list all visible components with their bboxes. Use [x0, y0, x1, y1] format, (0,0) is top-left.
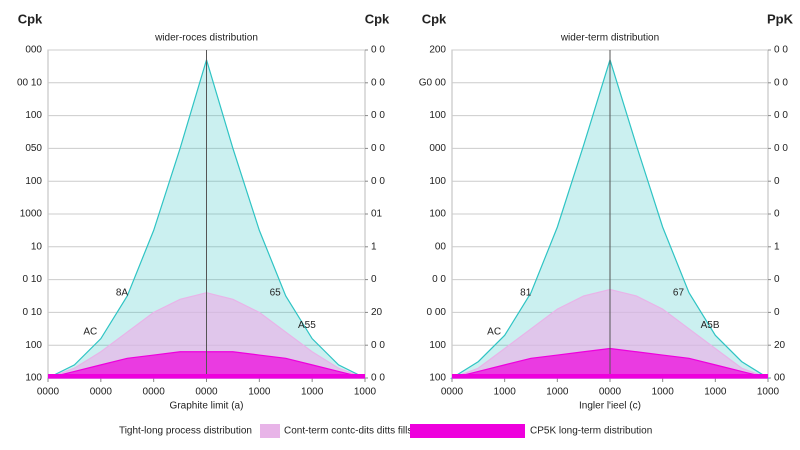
corner-label: Cpk — [422, 11, 447, 26]
legend-label: Tight-long process distribution — [119, 426, 252, 437]
x-tick-label: 1000 — [704, 387, 727, 398]
y-tick-label: 100 — [429, 176, 446, 187]
y2-tick-label: 00 — [774, 373, 786, 384]
x-tick-label: 0000 — [599, 387, 622, 398]
corner-label: Cpk — [18, 11, 43, 26]
y-tick-label: G0 00 — [419, 77, 447, 88]
annotation: 65 — [270, 287, 282, 298]
y-tick-label: 050 — [25, 143, 42, 154]
y-tick-label: 100 — [25, 340, 42, 351]
y2-tick-label: 0 0 — [371, 45, 385, 56]
y2-tick-label: 20 — [774, 340, 786, 351]
x-tick-label: 1000 — [546, 387, 569, 398]
y-tick-label: 10 — [31, 241, 43, 252]
y-tick-label: 100 — [25, 110, 42, 121]
chart-title: wider-roces distribution — [154, 33, 258, 44]
y2-tick-label: 0 0 — [371, 373, 385, 384]
x-tick-label: 1000 — [652, 387, 675, 398]
y-tick-label: 200 — [429, 45, 446, 56]
annotation: AC — [83, 327, 97, 338]
y2-tick-label: 1 — [371, 241, 377, 252]
y2-tick-label: 20 — [371, 307, 383, 318]
y2-tick-label: 0 — [774, 209, 780, 220]
x-tick-label: 0000 — [195, 387, 218, 398]
y2-tick-label: 0 0 — [371, 77, 385, 88]
y-tick-label: 00 10 — [17, 77, 42, 88]
y2-tick-label: 0 0 — [774, 143, 788, 154]
y-tick-label: 000 — [25, 45, 42, 56]
x-axis-label: Graphite limit (a) — [170, 401, 244, 412]
y2-tick-label: 1 — [774, 241, 780, 252]
legend-swatch — [260, 424, 280, 438]
annotation: 8A — [116, 287, 129, 298]
annotation: 67 — [673, 287, 685, 298]
y-tick-label: 000 — [429, 143, 446, 154]
y-tick-label: 100 — [429, 110, 446, 121]
y-tick-label: 1000 — [20, 209, 43, 220]
y-tick-label: 0 00 — [427, 307, 447, 318]
y2-tick-label: 0 0 — [774, 110, 788, 121]
x-tick-label: 1000 — [494, 387, 517, 398]
y-tick-label: 0 10 — [23, 307, 43, 318]
legend-label: CP5K long-term distribution — [530, 426, 652, 437]
y2-tick-label: 01 — [371, 209, 383, 220]
y2-tick-label: 0 0 — [371, 143, 385, 154]
x-tick-label: 0000 — [143, 387, 166, 398]
annotation: AC — [487, 327, 501, 338]
x-tick-label: 1000 — [248, 387, 271, 398]
y2-tick-label: 0 — [774, 176, 780, 187]
legend-swatch — [410, 424, 525, 438]
y2-tick-label: 0 — [774, 307, 780, 318]
annotation: A55 — [298, 320, 316, 331]
corner-label: PpK — [767, 11, 794, 26]
y2-tick-label: 0 — [774, 274, 780, 285]
x-axis-label: Ingler l'ieel (c) — [579, 401, 641, 412]
y2-tick-label: 0 0 — [774, 77, 788, 88]
y2-tick-label: 0 — [371, 274, 377, 285]
annotation: A5B — [701, 320, 720, 331]
chart-title: wider-term distribution — [560, 33, 659, 44]
annotation: 81 — [520, 287, 532, 298]
y2-tick-label: 0 0 — [774, 45, 788, 56]
x-tick-label: 1000 — [301, 387, 324, 398]
y-tick-label: 100 — [429, 340, 446, 351]
y-tick-label: 100 — [25, 176, 42, 187]
y-tick-label: 00 — [435, 241, 447, 252]
y2-tick-label: 0 0 — [371, 176, 385, 187]
y-tick-label: 0 0 — [432, 274, 446, 285]
x-tick-label: 0000 — [90, 387, 113, 398]
y2-tick-label: 0 0 — [371, 110, 385, 121]
y-tick-label: 100 — [429, 209, 446, 220]
legend-label: Cont-term contc-dits ditts fills — [284, 426, 412, 437]
y2-tick-label: 0 0 — [371, 340, 385, 351]
y-tick-label: 100 — [429, 373, 446, 384]
x-tick-label: 0000 — [441, 387, 464, 398]
y-tick-label: 100 — [25, 373, 42, 384]
y-tick-label: 0 10 — [23, 274, 43, 285]
corner-label: Cpk — [365, 11, 390, 26]
x-tick-label: 0000 — [37, 387, 60, 398]
x-tick-label: 1000 — [757, 387, 780, 398]
x-tick-label: 1000 — [354, 387, 377, 398]
